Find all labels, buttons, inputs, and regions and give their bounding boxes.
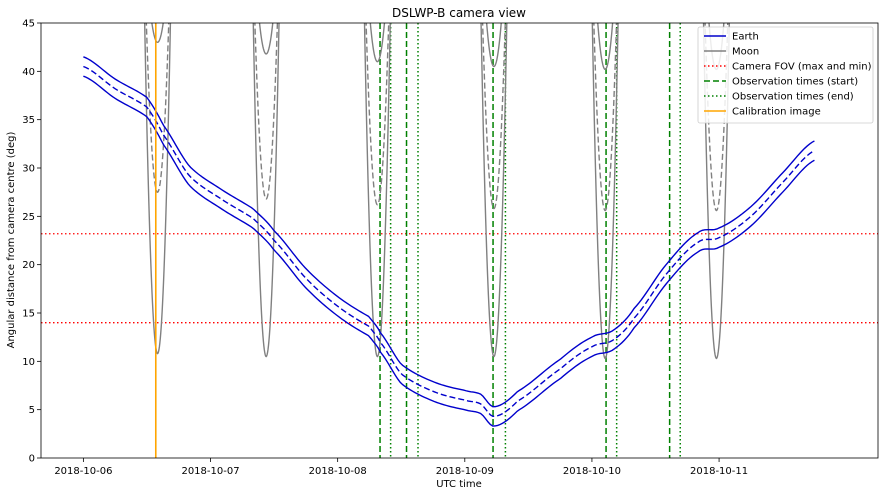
legend: Earth Moon Camera FOV (max and min) Observa… (697, 26, 874, 124)
y-axis-label: Angular distance from camera centre (deg… (6, 132, 17, 349)
x-tick-label: 2018-10-10 (563, 466, 621, 477)
moon-inner-dip (480, 23, 508, 358)
earth-centre-line (83, 65, 815, 418)
y-tick-label: 15 (22, 309, 35, 320)
x-axis-label: UTC time (436, 479, 482, 490)
y-tick-label: 35 (22, 115, 35, 126)
moon-outer-dip (151, 23, 164, 44)
moon-centre-dip (481, 23, 506, 210)
y-tick-label: 0 (29, 454, 35, 465)
y-tick-label: 5 (29, 405, 35, 416)
y-tick-label: 10 (22, 357, 35, 368)
x-tick-label: 2018-10-09 (436, 466, 494, 477)
camera-fov-lines (41, 233, 878, 324)
y-tick-label: 45 (22, 19, 35, 30)
legend-label: Observation times (end) (732, 92, 854, 103)
earth-series (83, 56, 815, 427)
moon-centre-dip (145, 23, 170, 193)
x-tick-label: 2018-10-11 (690, 466, 748, 477)
moon-centre-dip (254, 23, 279, 200)
moon-inner-dip (702, 23, 731, 360)
moon-inner-dip (252, 23, 280, 358)
moon-outer-dip (485, 23, 502, 68)
y-tick-label: 25 (22, 212, 35, 223)
y-tick-label: 30 (22, 164, 35, 175)
chart-title: DSLWP-B camera view (392, 6, 526, 20)
x-tick-label: 2018-10-06 (54, 466, 112, 477)
moon-inner-dip (143, 23, 172, 355)
y-axis-ticks: 0 5 10 15 20 25 30 35 40 45 (22, 19, 41, 465)
moon-centre-dip (365, 23, 390, 206)
moon-outer-dip (258, 23, 274, 55)
y-tick-label: 20 (22, 260, 35, 271)
legend-label: Calibration image (732, 107, 821, 118)
moon-inner-dip (363, 23, 391, 358)
legend-label: Camera FOV (max and min) (732, 62, 872, 73)
moon-series (143, 23, 731, 360)
x-axis-ticks: 2018-10-06 2018-10-07 2018-10-08 2018-10-09… (54, 458, 748, 477)
earth-upper-line (83, 56, 815, 408)
legend-box (697, 26, 874, 124)
legend-label: Earth (732, 32, 759, 43)
y-tick-label: 40 (22, 67, 35, 78)
moon-inner-dip (591, 23, 619, 360)
legend-label: Moon (732, 47, 759, 58)
x-tick-label: 2018-10-07 (181, 466, 239, 477)
earth-lower-line (83, 75, 815, 427)
plot-frame (40, 22, 879, 459)
moon-outer-dip (369, 23, 386, 63)
x-tick-label: 2018-10-08 (309, 466, 367, 477)
legend-label: Observation times (start) (732, 77, 858, 88)
moon-outer-dip (597, 23, 614, 71)
moon-centre-dip (593, 23, 618, 212)
